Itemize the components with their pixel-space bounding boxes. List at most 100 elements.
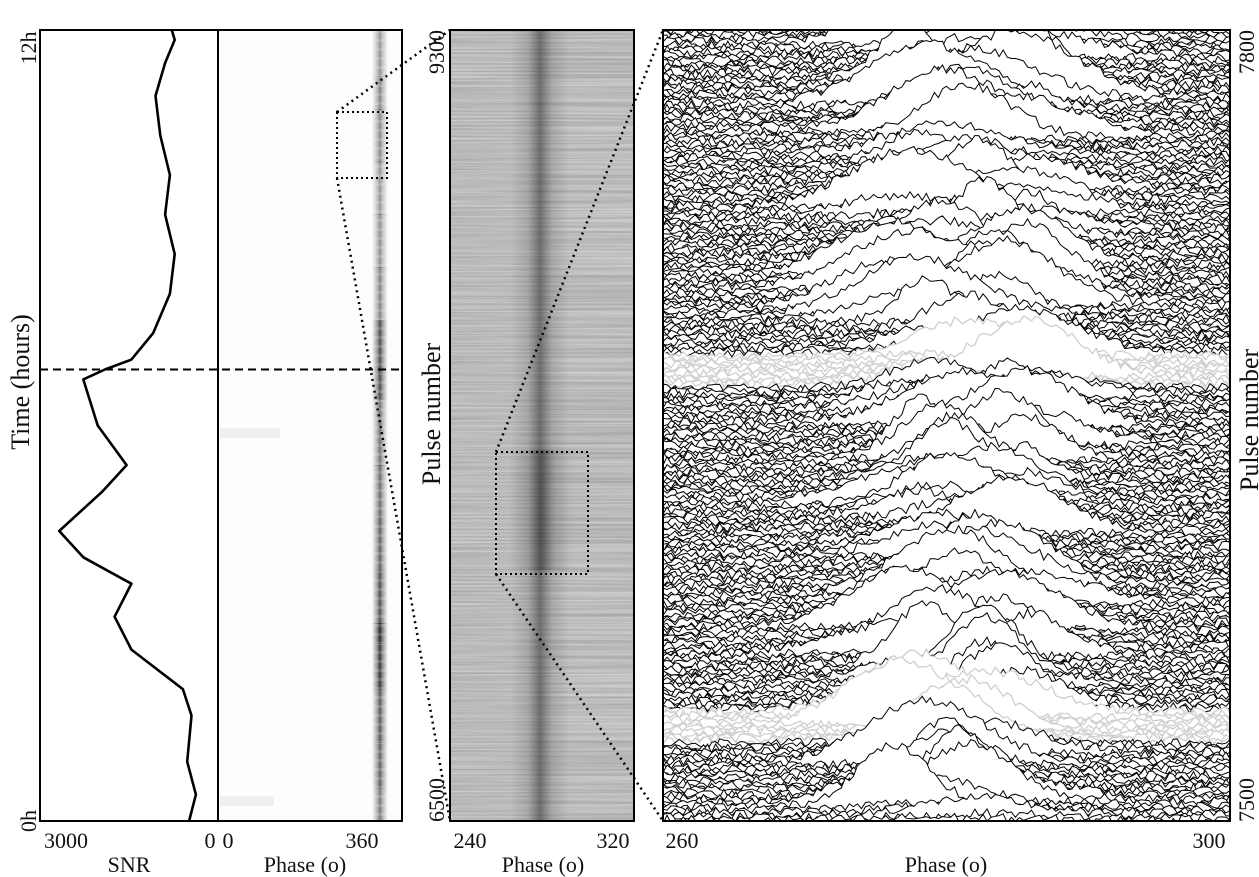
pulse-track-band	[373, 354, 386, 357]
pulse-track-band	[373, 246, 386, 249]
pulse-trace	[663, 524, 1230, 596]
pulse-trace-mask	[663, 464, 1230, 481]
pulse-track-band	[373, 462, 386, 465]
pulse-track-band	[373, 768, 386, 771]
pulse-trace	[663, 792, 1230, 820]
pulse-track-band	[373, 57, 386, 60]
pulse-track-segment	[371, 320, 388, 374]
pulse-trace-mask	[663, 605, 1230, 676]
pulse-trace	[663, 520, 1230, 559]
pulse-track-band	[373, 372, 386, 375]
phase-time-frame	[217, 29, 403, 822]
pulse-track-band	[373, 525, 386, 528]
pulse-trace	[663, 564, 1230, 630]
pulse-track-band	[373, 300, 386, 303]
pulse-track-segment	[371, 372, 388, 400]
pulse-trace-mask	[663, 120, 1230, 159]
pulse-track-band	[373, 507, 386, 510]
pulse-track-band	[373, 210, 386, 213]
pulse-track-band	[373, 48, 386, 51]
pulse-track-band	[373, 750, 386, 753]
pulse-track-band	[373, 39, 386, 42]
zoom-box-1	[336, 111, 388, 179]
pulse-x-tick-320: 320	[597, 828, 630, 853]
snr-x-tick-3000: 3000	[44, 828, 88, 853]
pulse-track-segment	[371, 30, 388, 77]
pulse-trace	[663, 600, 1230, 670]
pulse-track-band	[373, 813, 386, 816]
pulse-track-band	[373, 516, 386, 519]
pulse-trace-mask	[663, 291, 1230, 336]
pulse-track-band	[373, 471, 386, 474]
pulse-trace-mask	[663, 467, 1230, 499]
pulse-track-band	[373, 399, 386, 402]
pulse-track-band	[373, 66, 386, 69]
pulse-track-segment	[371, 76, 388, 110]
pulse-track-band	[373, 687, 386, 690]
pulse-trace-mask	[663, 808, 1230, 821]
snr-frame	[39, 29, 219, 822]
pulse-track-band	[373, 678, 386, 681]
pulse-track-band	[373, 174, 386, 177]
snr-panel: 3000 0 SNR 0h 12h Time (hours)	[6, 29, 219, 877]
pulse-trace-mask	[663, 405, 1230, 449]
pulse-track-band	[373, 363, 386, 366]
phase-time-x-axis-label: Phase (o)	[264, 852, 346, 877]
pulse-track-band	[373, 381, 386, 384]
pulse-track-band	[373, 336, 386, 339]
pulse-trace	[663, 190, 1230, 219]
pulse-track-band	[373, 309, 386, 312]
pulse-trace	[663, 315, 1230, 361]
pulse-track-band	[373, 570, 386, 573]
pulse-x-axis-label: Phase (o)	[502, 852, 584, 877]
pulse-track	[371, 30, 388, 821]
pulse-track-band	[373, 138, 386, 141]
pulse-track-band	[373, 642, 386, 645]
time-y-tick-12h: 12h	[16, 32, 41, 65]
pulse-trace	[663, 680, 1230, 741]
pulse-y-tick-6500: 6500	[424, 778, 449, 822]
pulse-trace-mask	[663, 414, 1230, 465]
pulse-trace	[663, 364, 1230, 430]
pulse-track-band	[373, 588, 386, 591]
pulse-track-band	[373, 120, 386, 123]
pulse-track-band	[373, 741, 386, 744]
pulse-track-band	[373, 93, 386, 96]
stacked-pulse-traces	[663, 30, 1230, 821]
pulse-track-band	[373, 696, 386, 699]
pulse-track-band	[373, 111, 386, 114]
zoom-box-2	[495, 451, 589, 575]
pulse-trace-mask	[663, 458, 1230, 470]
pulse-track-segment	[371, 214, 388, 268]
pulse-track-band	[373, 102, 386, 105]
pulse-track-band	[373, 129, 386, 132]
snr-line	[57, 29, 198, 822]
pulse-track-band	[373, 282, 386, 285]
pulse-track-segment	[371, 161, 388, 216]
pulse-track-band	[373, 606, 386, 609]
pulse-trace-mask	[663, 600, 1230, 671]
pulse-trace-mask	[663, 793, 1230, 821]
pulse-track-segment	[371, 570, 388, 624]
pulse-trace-mask	[663, 83, 1230, 143]
pulse-trace-mask	[663, 766, 1230, 810]
pulse-track-band	[373, 228, 386, 231]
pulse-track-band	[373, 669, 386, 672]
pulse-number-frame	[449, 29, 635, 822]
pulse-track-band	[373, 327, 386, 330]
stack-y-tick-7500: 7500	[1234, 778, 1259, 822]
pulse-trace	[663, 716, 1230, 773]
pulse-trace	[663, 728, 1230, 776]
pulse-trace	[663, 226, 1230, 292]
pulse-trace	[663, 252, 1230, 319]
pulse-trace-mask	[663, 316, 1230, 381]
pulse-trace-mask	[663, 568, 1230, 607]
pulse-trace	[663, 474, 1230, 535]
pulse-track-band	[373, 408, 386, 411]
phase-time-x-tick-360: 360	[346, 828, 379, 853]
stack-y-tick-7800: 7800	[1234, 30, 1259, 74]
pulse-trace	[663, 656, 1230, 728]
faint-streak-2	[220, 796, 274, 806]
pulse-track-band	[373, 30, 386, 33]
pulse-track-band	[373, 651, 386, 654]
